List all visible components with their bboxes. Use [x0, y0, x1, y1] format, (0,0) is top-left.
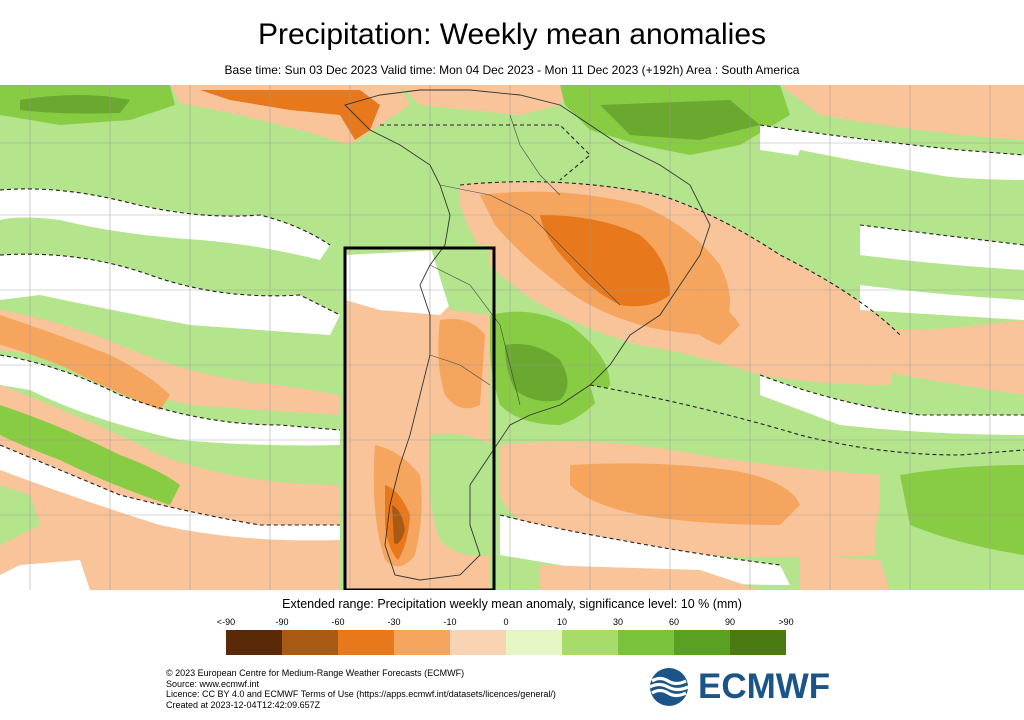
legend-tick: 0 — [503, 617, 509, 627]
anomaly-region — [20, 95, 130, 114]
legend-tick: -30 — [387, 617, 401, 627]
anomaly-region — [780, 85, 1024, 140]
neutral-band — [0, 445, 340, 541]
neutral-band — [500, 515, 790, 585]
licence-line: Licence: CC BY 4.0 and ECMWF Terms of Us… — [166, 689, 556, 699]
anomaly-region — [505, 344, 568, 402]
legend-tick: <-90 — [216, 617, 236, 627]
credits: © 2023 European Centre for Medium-Range … — [166, 668, 556, 710]
neutral-band — [0, 310, 340, 415]
neutral-band — [0, 188, 330, 260]
neutral-band — [0, 254, 340, 335]
anomaly-region — [428, 433, 490, 556]
legend-tick: 10 — [556, 617, 568, 627]
source-line: Source: www.ecmwf.int — [166, 678, 260, 689]
legend-swatch — [394, 630, 450, 655]
precipitation-anomaly-map — [0, 85, 1024, 590]
legend-swatch — [674, 630, 730, 655]
anomaly-region — [900, 465, 1024, 555]
legend-swatch — [282, 630, 338, 655]
legend-swatch — [226, 630, 282, 655]
legend-tick: 30 — [612, 617, 624, 627]
legend-title: Extended range: Precipitation weekly mea… — [282, 597, 742, 611]
anomaly-region — [392, 505, 405, 544]
anomaly-region — [540, 565, 760, 590]
neutral-band — [760, 125, 1024, 180]
legend-swatch — [450, 630, 506, 655]
neutral-band — [860, 225, 1024, 270]
created-line: Created at 2023-12-04T12:42:09.657Z — [166, 699, 321, 710]
country-borders — [429, 114, 621, 406]
legend-swatch — [618, 630, 674, 655]
anomaly-region — [820, 320, 1024, 395]
anomaly-region — [570, 463, 800, 525]
ecmwf-logo-icon — [649, 668, 689, 706]
legend-swatch — [562, 630, 618, 655]
anomaly-region — [540, 215, 670, 307]
legend-tick: -90 — [275, 617, 289, 627]
legend-tick: 90 — [724, 617, 736, 627]
neutral-band — [760, 375, 1024, 435]
copyright-line: © 2023 European Centre for Medium-Range … — [166, 668, 465, 678]
anomaly-region — [600, 100, 760, 140]
page-title: Precipitation: Weekly mean anomalies — [257, 18, 767, 51]
map-graticule — [0, 85, 1024, 590]
anomaly-region — [680, 285, 740, 345]
color-legend: <-90 -90 -60 -30 -10 0 10 30 60 90 >90 — [217, 617, 794, 657]
legend-swatch — [338, 630, 394, 655]
anomaly-region — [590, 385, 1024, 480]
anomaly-region — [790, 150, 1024, 215]
legend-tick: >90 — [778, 617, 794, 627]
page-subtitle: Base time: Sun 03 Dec 2023 Valid time: M… — [224, 63, 800, 77]
legend-tick: 60 — [668, 617, 680, 627]
anomaly-region — [800, 555, 890, 590]
neutral-band — [860, 285, 1024, 320]
legend-tick: -10 — [443, 617, 457, 627]
anomaly-region — [0, 405, 180, 505]
legend-swatches — [226, 630, 786, 655]
legend-tick: -60 — [331, 617, 345, 627]
ecmwf-logo: ECMWF — [646, 667, 858, 707]
ecmwf-logo-text: ECMWF — [698, 667, 831, 706]
legend-swatch — [730, 630, 786, 655]
neutral-band — [380, 125, 590, 180]
highlight-box — [343, 246, 496, 590]
anomaly-region — [438, 319, 485, 409]
anomaly-region — [400, 85, 570, 115]
anomaly-region — [0, 560, 90, 590]
anomaly-region — [0, 315, 170, 410]
significance-contours — [0, 124, 1024, 566]
legend-swatch — [506, 630, 562, 655]
neutral-band — [0, 355, 340, 446]
anomaly-region — [200, 90, 380, 140]
